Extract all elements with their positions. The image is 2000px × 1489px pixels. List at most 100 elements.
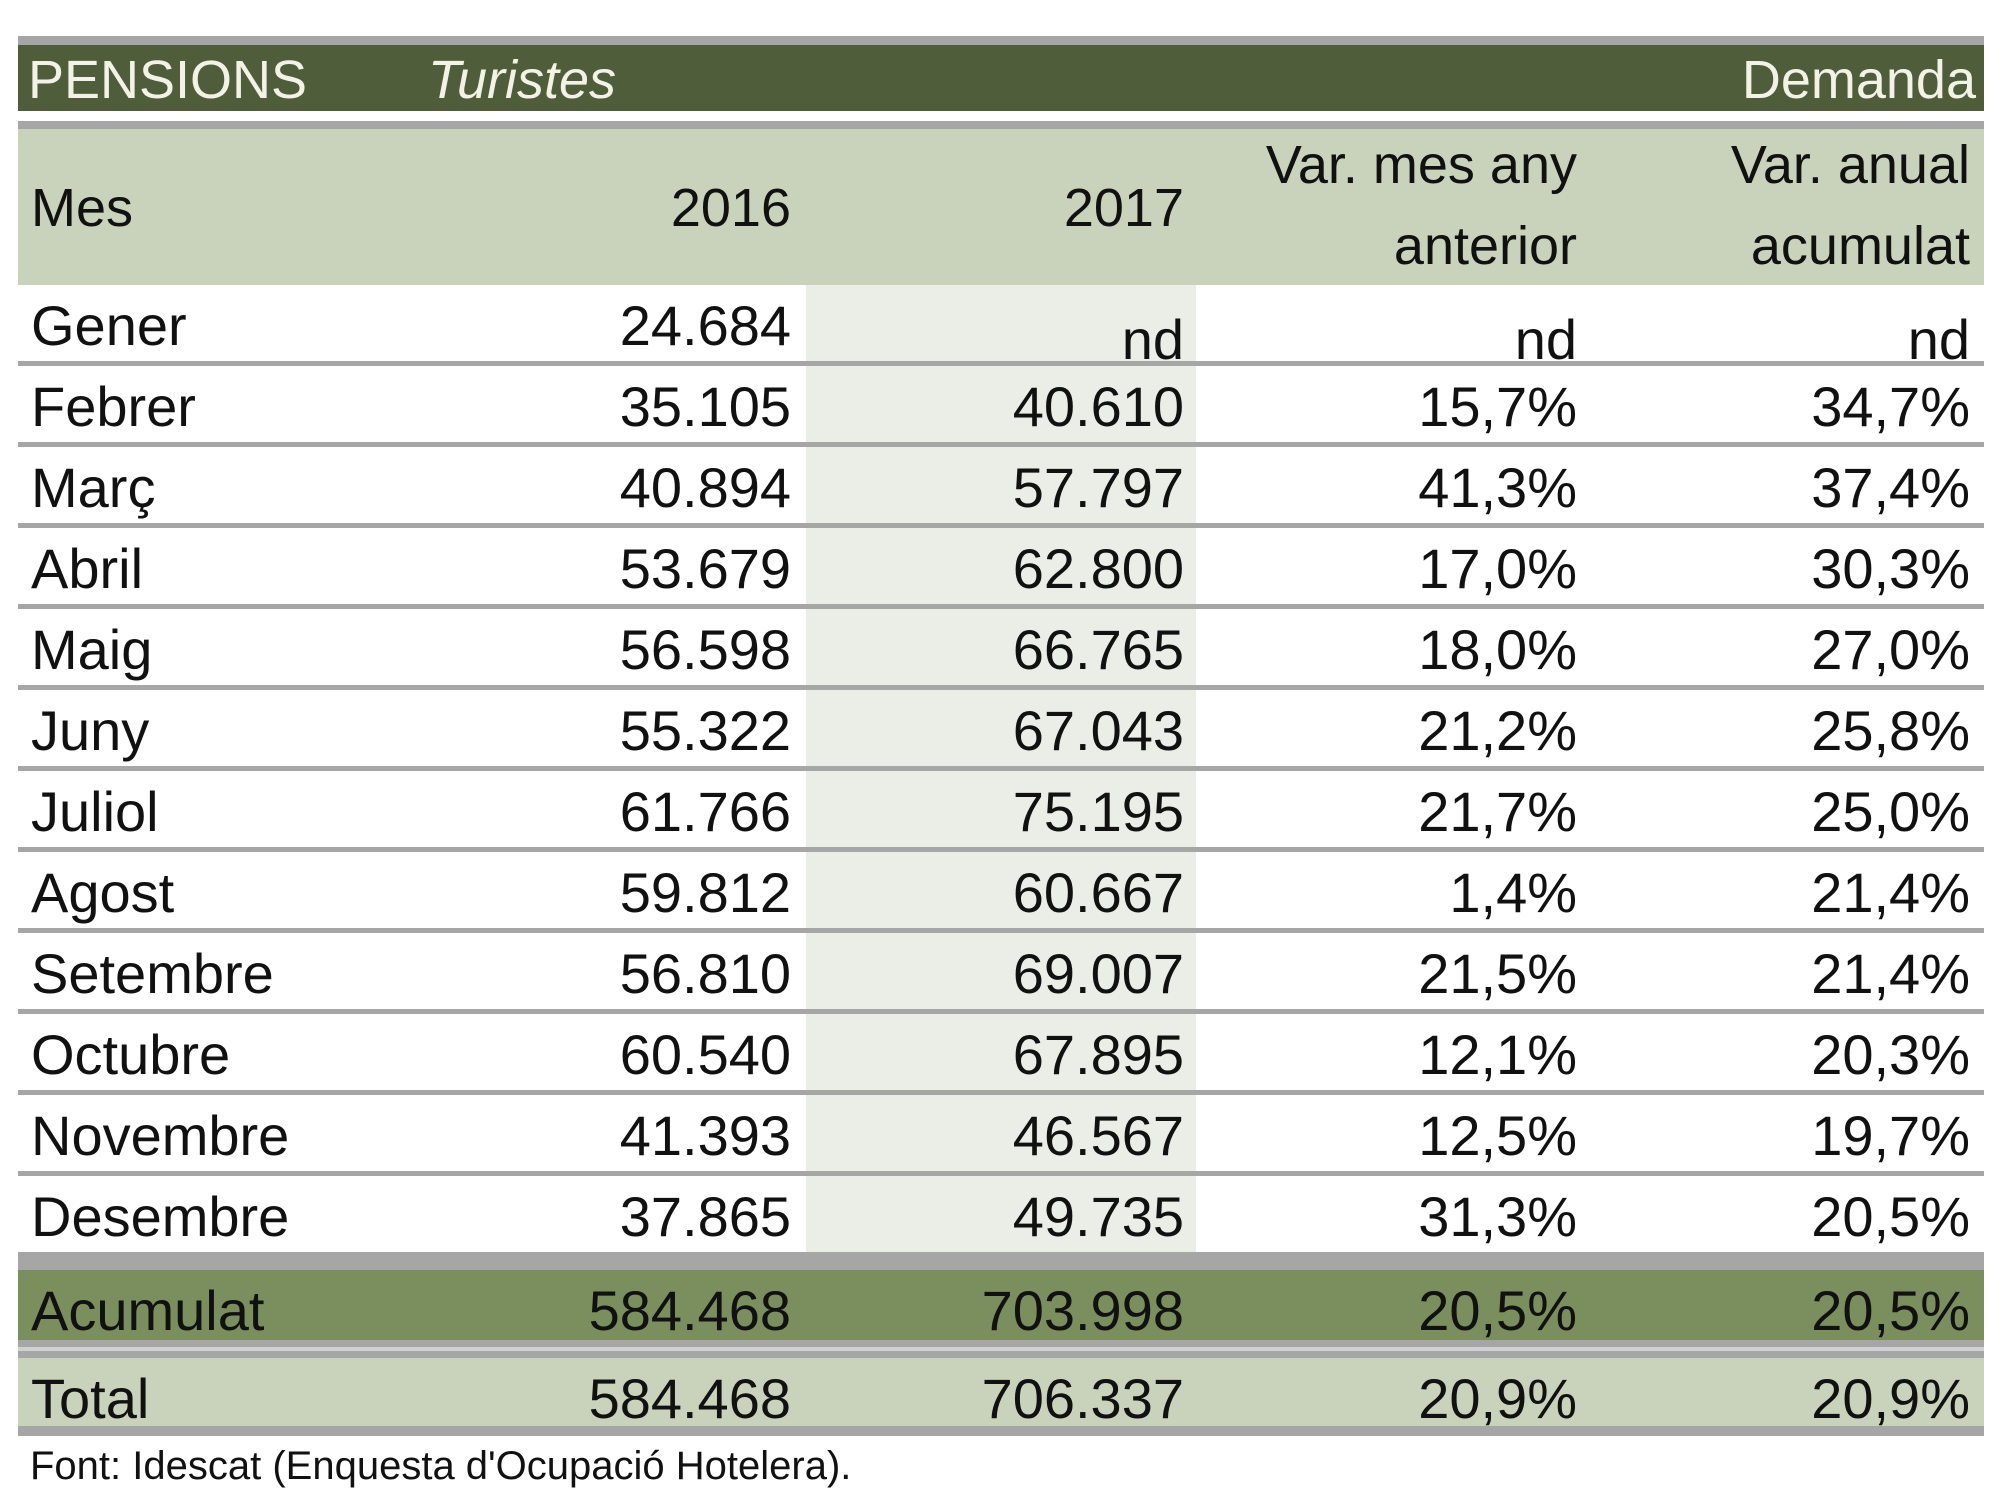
cell-var-anual: 27,0% <box>1811 618 1970 681</box>
col-2017-shading <box>806 285 1196 361</box>
row-divider <box>18 685 1984 690</box>
cell-label: Acumulat <box>31 1279 265 1342</box>
table-row: Juliol 61.766 75.195 21,7% 25,0% <box>18 771 1984 847</box>
cell-2016: 35.105 <box>619 375 791 438</box>
cell-2017: 49.735 <box>1012 1185 1184 1248</box>
row-divider <box>18 928 1984 933</box>
cell-2017: 57.797 <box>1012 456 1184 519</box>
row-divider <box>18 361 1984 366</box>
cell-mes: Desembre <box>31 1185 290 1248</box>
col-2017-shading <box>806 933 1196 1009</box>
cell-var-anual: nd <box>1907 308 1970 371</box>
cell-mes: Juliol <box>31 780 159 843</box>
cell-var-anual: 25,8% <box>1811 699 1970 762</box>
cell-2016: 584.468 <box>588 1279 791 1342</box>
cell-var-anual: 20,3% <box>1811 1023 1970 1086</box>
cell-var-mes: 17,0% <box>1418 537 1577 600</box>
cell-2017: 62.800 <box>1012 537 1184 600</box>
row-divider <box>18 1171 1984 1176</box>
cell-mes: Juny <box>31 699 150 762</box>
cell-2016: 55.322 <box>619 699 791 762</box>
header-var-anual-line2: acumulat <box>1750 216 1970 276</box>
row-divider <box>18 442 1984 447</box>
cell-2017: 67.043 <box>1012 699 1184 762</box>
cell-var-anual: 34,7% <box>1811 375 1970 438</box>
col-2017-shading <box>806 771 1196 847</box>
cell-var-mes: 20,5% <box>1418 1279 1577 1342</box>
cell-var-mes: 1,4% <box>1449 861 1577 924</box>
col-2017-shading <box>806 447 1196 523</box>
table-row: Abril 53.679 62.800 17,0% 30,3% <box>18 528 1984 604</box>
cell-var-anual: 20,5% <box>1811 1185 1970 1248</box>
cell-mes: Gener <box>31 294 187 357</box>
title-category: PENSIONS <box>28 50 308 110</box>
table-row: Maig 56.598 66.765 18,0% 27,0% <box>18 609 1984 685</box>
cell-mes: Febrer <box>31 375 196 438</box>
cell-var-anual: 21,4% <box>1811 942 1970 1005</box>
cell-2017: 69.007 <box>1012 942 1184 1005</box>
header-2017: 2017 <box>1063 178 1184 238</box>
row-divider <box>18 766 1984 771</box>
col-2017-shading <box>806 1014 1196 1090</box>
row-divider <box>18 1009 1984 1014</box>
cell-2017: 706.337 <box>981 1367 1184 1430</box>
table-row: Setembre 56.810 69.007 21,5% 21,4% <box>18 933 1984 1009</box>
col-2017-shading <box>806 852 1196 928</box>
row-divider <box>18 523 1984 528</box>
cell-2016: 37.865 <box>619 1185 791 1248</box>
table-row: Octubre 60.540 67.895 12,1% 20,3% <box>18 1014 1984 1090</box>
cell-mes: Març <box>31 456 156 519</box>
cell-2017: 67.895 <box>1012 1023 1184 1086</box>
col-2017-shading <box>806 1095 1196 1171</box>
cell-var-mes: 21,2% <box>1418 699 1577 762</box>
cell-var-anual: 30,3% <box>1811 537 1970 600</box>
table-row: Març 40.894 57.797 41,3% 37,4% <box>18 447 1984 523</box>
cell-2016: 61.766 <box>619 780 791 843</box>
table-row: Febrer 35.105 40.610 15,7% 34,7% <box>18 366 1984 442</box>
col-2017-shading <box>806 690 1196 766</box>
cell-var-mes: 21,7% <box>1418 780 1577 843</box>
cell-var-mes: 12,1% <box>1418 1023 1577 1086</box>
cell-var-mes: 12,5% <box>1418 1104 1577 1167</box>
title-subject: Turistes <box>428 50 617 110</box>
cell-var-anual: 25,0% <box>1811 780 1970 843</box>
table-row: Agost 59.812 60.667 1,4% 21,4% <box>18 852 1984 928</box>
cell-2017: 703.998 <box>981 1279 1184 1342</box>
column-header-row: Mes 2016 2017 Var. mes any anterior Var.… <box>18 129 1984 285</box>
cell-2016: 40.894 <box>619 456 791 519</box>
cell-var-anual: 20,9% <box>1811 1367 1970 1430</box>
table-title-bar: PENSIONS Turistes Demanda <box>18 36 1984 111</box>
header-var-mes-line1: Var. mes any <box>1265 135 1577 195</box>
row-divider <box>18 847 1984 852</box>
col-2017-shading <box>806 609 1196 685</box>
cell-2016: 41.393 <box>619 1104 791 1167</box>
cell-var-anual: 20,5% <box>1811 1279 1970 1342</box>
cell-2016: 56.598 <box>619 618 791 681</box>
header-var-anual-line1: Var. anual <box>1730 135 1970 195</box>
cell-var-mes: 15,7% <box>1418 375 1577 438</box>
header-2016: 2016 <box>670 178 791 238</box>
cell-2017: 46.567 <box>1012 1104 1184 1167</box>
acumulat-row: Acumulat 584.468 703.998 20,5% 20,5% <box>18 1270 1984 1342</box>
title-type: Demanda <box>1741 50 1976 110</box>
table-row: Desembre 37.865 49.735 31,3% 20,5% <box>18 1176 1984 1252</box>
cell-var-mes: 31,3% <box>1418 1185 1577 1248</box>
cell-2017: 75.195 <box>1012 780 1184 843</box>
cell-var-mes: 21,5% <box>1418 942 1577 1005</box>
cell-2017: 40.610 <box>1012 375 1184 438</box>
row-divider <box>18 1090 1984 1095</box>
pensions-table: PENSIONS Turistes Demanda Mes 2016 2017 … <box>18 36 1984 1489</box>
cell-mes: Octubre <box>31 1023 231 1086</box>
cell-var-mes: nd <box>1514 308 1577 371</box>
table-row: Juny 55.322 67.043 21,2% 25,8% <box>18 690 1984 766</box>
cell-2017: 66.765 <box>1012 618 1184 681</box>
col-2017-shading <box>806 528 1196 604</box>
cell-2016: 56.810 <box>619 942 791 1005</box>
cell-var-mes: 41,3% <box>1418 456 1577 519</box>
cell-2016: 60.540 <box>619 1023 791 1086</box>
cell-var-mes: 20,9% <box>1418 1367 1577 1430</box>
cell-mes: Agost <box>31 861 175 924</box>
cell-2016: 59.812 <box>619 861 791 924</box>
cell-2016: 584.468 <box>588 1367 791 1430</box>
row-divider <box>18 604 1984 609</box>
